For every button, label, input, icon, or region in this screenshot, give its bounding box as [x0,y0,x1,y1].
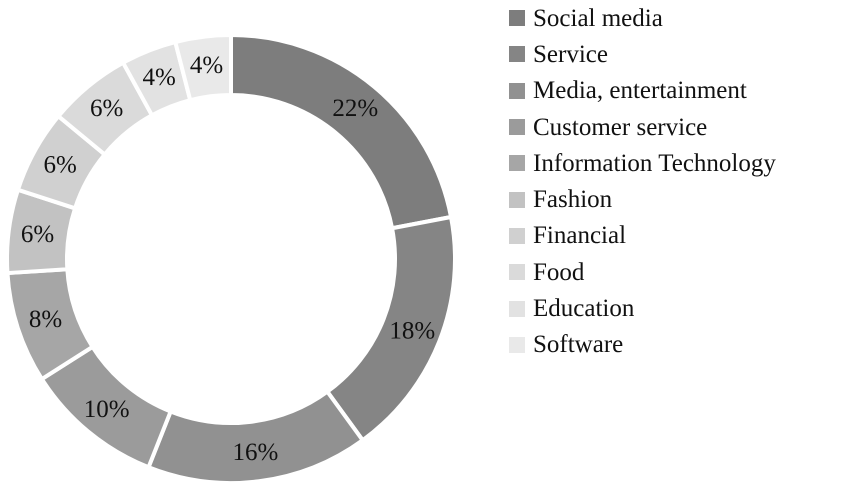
legend-swatch [509,119,525,136]
slice-label-financial: 6% [43,152,76,179]
slice-group [5,32,457,485]
slice-label-group: 22% 18% 16% 10% 8% 6% 6% 6% 4% 4% [21,52,435,466]
slice-label-food: 6% [90,95,123,122]
legend-item-social-media: Social media [509,0,776,36]
slice-label-information-technology: 8% [29,306,62,333]
legend-label: Software [533,331,624,359]
legend-label: Media, entertainment [533,77,747,105]
legend-swatch [509,191,525,208]
legend-swatch [509,155,525,172]
legend-label: Information Technology [533,149,776,177]
legend-label: Social media [533,4,663,32]
legend-label: Food [533,258,585,286]
legend-item-software: Software [509,327,776,363]
legend-label: Financial [533,222,627,250]
legend-item-financial: Financial [509,218,776,254]
slice-label-service: 18% [389,317,435,344]
slice-label-education: 4% [143,64,176,91]
legend-item-customer-service: Customer service [509,109,776,145]
legend-item-education: Education [509,290,776,326]
slice-media-entertainment [145,388,366,485]
slice-label-social-media: 22% [332,95,378,122]
slice-label-software: 4% [190,52,223,79]
legend-label: Education [533,295,635,323]
legend-swatch [509,82,525,99]
legend: Social media Service Media, entertainment C… [509,0,776,363]
legend-swatch [509,336,525,353]
legend-item-information-technology: Information Technology [509,145,776,181]
slice-software [172,32,233,103]
slice-label-fashion: 6% [21,221,54,248]
legend-item-fashion: Fashion [509,181,776,217]
legend-swatch [509,300,525,317]
legend-item-food: Food [509,254,776,290]
legend-swatch [509,10,525,27]
donut-svg: 22% 18% 16% 10% 8% 6% 6% 6% 4% 4% [5,32,457,485]
slice-label-customer-service: 10% [84,396,130,423]
legend-swatch [509,46,525,63]
legend-label: Customer service [533,113,708,141]
slice-label-media-entertainment: 16% [233,439,279,466]
legend-label: Service [533,40,608,68]
legend-item-media-entertainment: Media, entertainment [509,73,776,109]
slice-social-media [229,32,454,231]
legend-item-service: Service [509,36,776,72]
legend-swatch [509,227,525,244]
legend-swatch [509,264,525,281]
legend-label: Fashion [533,186,613,214]
